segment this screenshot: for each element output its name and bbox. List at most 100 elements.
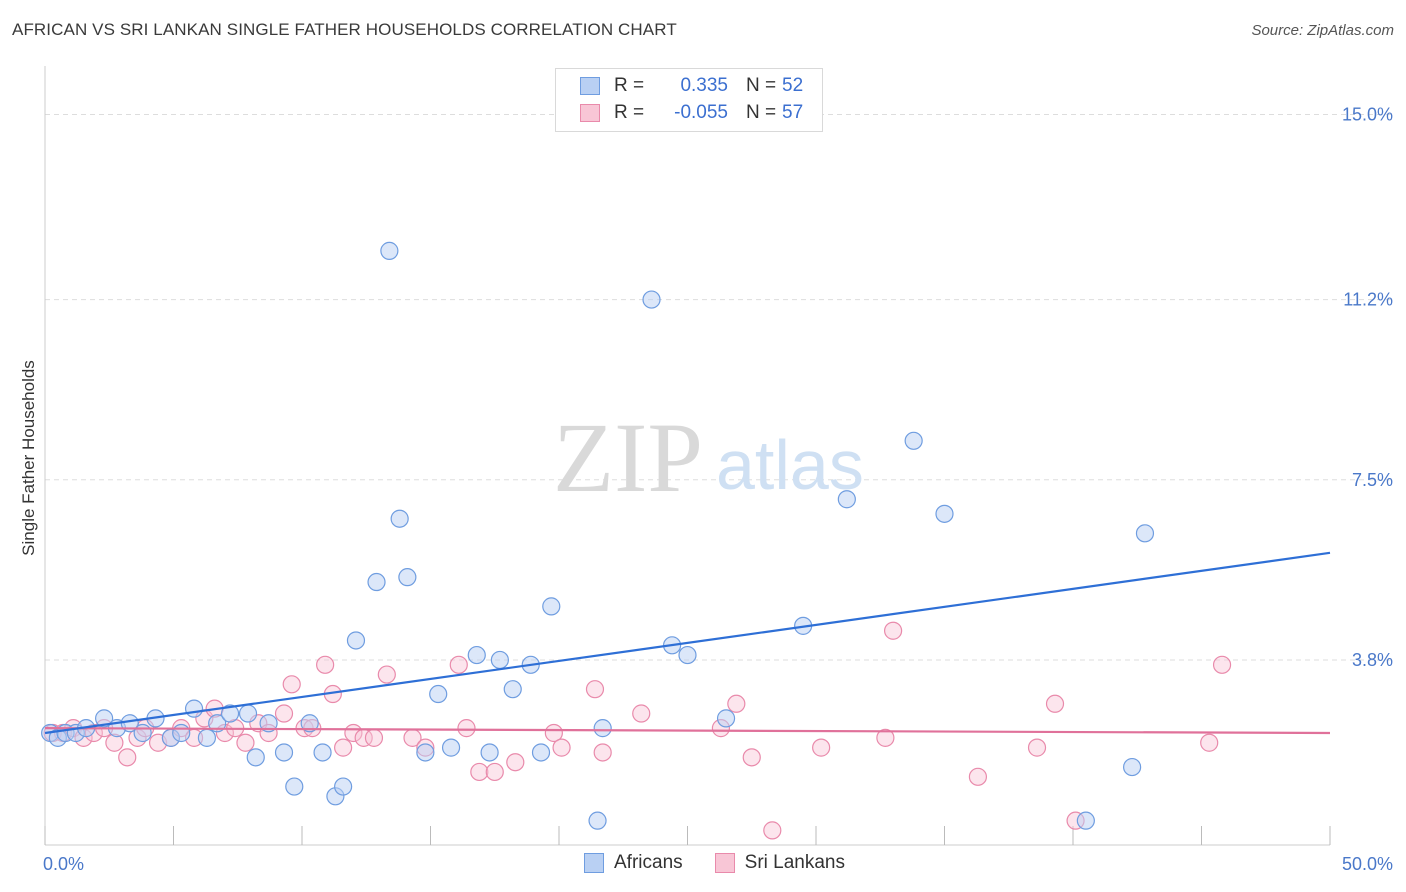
- sri-lankans-point: [632, 704, 651, 723]
- sri-lankans-point: [274, 704, 294, 723]
- chart-title: AFRICAN VS SRI LANKAN SINGLE FATHER HOUS…: [12, 20, 677, 39]
- watermark: ZIP atlas: [553, 402, 864, 513]
- africans-point: [197, 728, 217, 747]
- correlation-legend: R = 0.335 N = 52 R = -0.055 N = 57: [555, 68, 823, 132]
- sri-lankans-swatch: [580, 104, 600, 122]
- n-value: 52: [782, 75, 804, 96]
- watermark-atlas: atlas: [716, 426, 864, 504]
- africans-point: [95, 709, 114, 728]
- africans-point: [238, 704, 258, 723]
- africans-point: [480, 743, 499, 762]
- sri-lankans-swatch: [714, 853, 735, 873]
- sri-lankans-point: [1045, 694, 1065, 713]
- africans-point: [588, 811, 607, 830]
- africans-points: [41, 241, 1155, 830]
- trend-lines: [44, 551, 1331, 735]
- africans-point: [1135, 524, 1155, 543]
- r-value: -0.055: [674, 102, 728, 123]
- r-label: R =: [614, 75, 645, 96]
- africans-point: [429, 684, 448, 704]
- sri-lankans-point: [883, 621, 903, 640]
- axes: [44, 66, 1331, 846]
- n-label: N =: [746, 102, 777, 123]
- y-tick-label: 3.8%: [1352, 650, 1393, 670]
- sri-lankans-point: [506, 753, 525, 772]
- legend-item-sri-lankans[interactable]: Sri Lankans: [714, 852, 845, 874]
- sri-lankans-point: [457, 719, 476, 738]
- sri-lankans-point: [377, 665, 396, 684]
- africans-point: [184, 699, 204, 718]
- r-label: R =: [614, 102, 645, 123]
- n-label: N =: [746, 75, 777, 96]
- sri-lankans-point: [1212, 655, 1232, 674]
- africans-point: [398, 568, 417, 587]
- watermark-zip: ZIP: [553, 402, 703, 513]
- africans-point: [642, 290, 661, 309]
- africans-point: [313, 743, 332, 762]
- legend-item-africans[interactable]: Africans: [584, 852, 683, 874]
- y-axis-title: Single Father Households: [19, 360, 38, 556]
- sri-lankans-point: [470, 762, 489, 782]
- sri-lankans-point: [742, 748, 761, 767]
- r-value: 0.335: [680, 75, 728, 96]
- sri-lankans-point: [876, 728, 895, 747]
- sri-lankans-point: [593, 743, 612, 762]
- africans-point: [837, 490, 856, 509]
- africans-point: [246, 748, 265, 767]
- legend-label-sri-lankans: Sri Lankans: [744, 852, 845, 873]
- africans-point: [416, 743, 435, 762]
- africans-point: [441, 738, 461, 757]
- africans-point: [133, 723, 152, 743]
- sri-lankans-point: [763, 821, 782, 840]
- africans-point: [1076, 811, 1095, 830]
- africans-point: [367, 572, 386, 592]
- africans-point: [531, 743, 551, 762]
- africans-point: [274, 743, 294, 762]
- africans-point: [334, 777, 353, 796]
- sri-lankans-point: [552, 738, 571, 757]
- sri-lankans-point: [282, 675, 301, 694]
- africans-point: [542, 597, 561, 616]
- y-tick-label: 11.2%: [1343, 290, 1393, 310]
- africans-swatch: [584, 853, 604, 873]
- africans-point: [904, 431, 923, 450]
- series-legend: Africans Sri Lankans: [584, 852, 877, 874]
- africans-point: [678, 645, 697, 665]
- source-label: Source: ZipAtlas.com: [1251, 22, 1394, 39]
- sri-lankans-point: [334, 738, 353, 757]
- africans-point: [716, 709, 736, 728]
- africans-point: [172, 723, 191, 743]
- y-tick-label: 7.5%: [1352, 470, 1393, 490]
- sri-lankans-point: [485, 762, 504, 782]
- x-tick-label: 50.0%: [1342, 854, 1393, 874]
- sri-lankans-point: [364, 728, 384, 747]
- africans-point: [208, 714, 227, 733]
- legend-row-africans: R = 0.335 N = 52: [580, 74, 803, 98]
- n-value: 57: [782, 102, 804, 123]
- sri-lankans-point: [1200, 733, 1219, 752]
- sri-lankans-point: [544, 723, 563, 743]
- africans-trend-line: [44, 551, 1331, 735]
- africans-point: [935, 504, 954, 523]
- africans-point: [1123, 757, 1142, 777]
- africans-point: [503, 680, 522, 699]
- africans-point: [220, 704, 240, 723]
- africans-point: [285, 777, 304, 796]
- sri-lankans-point: [118, 748, 137, 767]
- africans-point: [380, 241, 399, 260]
- legend-row-sri-lankans: R = -0.055 N = 57: [580, 101, 803, 125]
- africans-point: [346, 631, 366, 650]
- legend-label-africans: Africans: [614, 852, 683, 873]
- tick-labels: 3.8% 7.5% 11.2% 15.0% 0.0% 50.0%: [43, 105, 1393, 874]
- sri-lankans-point: [449, 655, 468, 674]
- africans-point: [259, 714, 278, 733]
- y-tick-label: 15.0%: [1342, 105, 1393, 125]
- x-tick-label: 0.0%: [43, 854, 84, 874]
- sri-lankans-point: [968, 767, 988, 786]
- sri-lankans-point: [316, 655, 335, 674]
- africans-point: [300, 714, 319, 733]
- africans-point: [467, 645, 486, 665]
- sri-lankans-point: [1027, 738, 1047, 757]
- sri-lankans-point: [727, 694, 746, 713]
